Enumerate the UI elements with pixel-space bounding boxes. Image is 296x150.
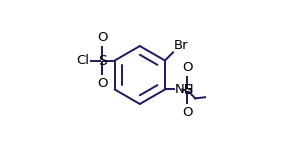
Text: S: S (98, 54, 107, 68)
Text: O: O (97, 31, 107, 44)
Text: Cl: Cl (76, 54, 89, 67)
Text: Br: Br (173, 39, 188, 52)
Text: O: O (182, 61, 192, 75)
Text: NH: NH (175, 83, 195, 96)
Text: O: O (182, 106, 192, 119)
Text: S: S (183, 83, 192, 97)
Text: O: O (97, 77, 107, 90)
